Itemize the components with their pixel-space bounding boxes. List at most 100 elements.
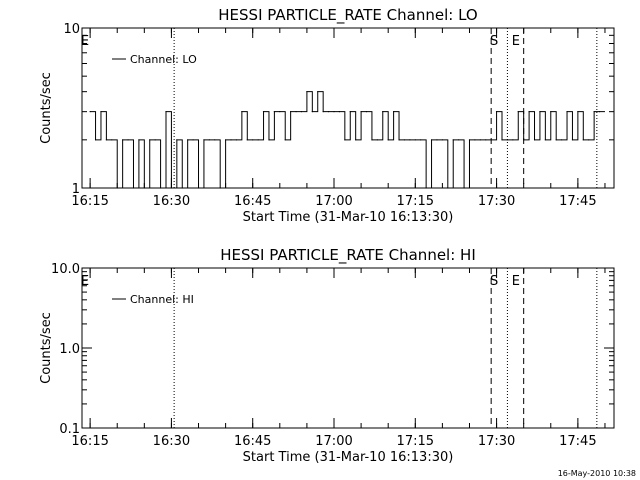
data-point — [100, 111, 102, 113]
data-point — [582, 139, 584, 141]
data-point — [268, 139, 270, 141]
x-tick-label: 17:30 — [478, 434, 515, 449]
data-point — [403, 139, 406, 141]
data-point — [512, 139, 514, 141]
data-point — [561, 139, 563, 141]
y-tick-label: 10 — [63, 22, 80, 37]
legend-label: Channel: LO — [130, 53, 197, 66]
x-tick-label: 16:30 — [153, 434, 190, 449]
data-point — [593, 111, 595, 113]
data-point — [517, 111, 519, 113]
data-point — [468, 139, 471, 141]
data-point — [495, 111, 498, 113]
flare-annotation-label: E — [512, 34, 520, 49]
data-point — [111, 139, 113, 141]
x-tick-label: 17:45 — [559, 434, 596, 449]
x-tick-label: 16:15 — [71, 194, 108, 209]
data-point — [230, 139, 232, 141]
data-point — [257, 139, 259, 141]
x-tick-label: 16:45 — [234, 194, 271, 209]
data-point — [398, 139, 400, 141]
data-point — [235, 139, 238, 141]
data-point — [246, 139, 248, 141]
data-point — [192, 139, 194, 141]
y-axis-label: Counts/sec — [39, 312, 54, 384]
series-line-channel — [90, 91, 605, 188]
data-point — [598, 111, 601, 113]
data-point — [252, 139, 254, 141]
y-tick-label: 1 — [72, 182, 80, 197]
data-point — [197, 187, 200, 189]
data-point — [577, 111, 579, 113]
data-point — [295, 111, 297, 113]
data-point — [539, 111, 541, 113]
data-point — [290, 111, 292, 113]
flare-annotation-label: S — [490, 34, 498, 49]
data-point — [420, 139, 422, 141]
plot-frame — [81, 27, 615, 189]
data-point — [382, 111, 384, 113]
data-point — [154, 139, 156, 141]
data-point — [355, 139, 357, 141]
data-point — [338, 111, 341, 113]
data-point — [214, 139, 216, 141]
y-tick-label: 0.1 — [59, 422, 80, 437]
flare-annotation-label: E — [81, 274, 89, 289]
data-point — [371, 139, 373, 141]
data-point — [273, 111, 275, 113]
data-point — [571, 139, 574, 141]
data-point — [225, 139, 227, 141]
y-tick-label: 10.0 — [51, 262, 80, 277]
data-point — [176, 139, 178, 141]
x-tick-label: 17:30 — [478, 194, 515, 209]
data-point — [523, 139, 525, 141]
data-point — [327, 111, 330, 113]
data-point — [203, 139, 205, 141]
data-point — [452, 139, 454, 141]
data-point — [170, 187, 173, 189]
data-point — [116, 187, 118, 189]
data-point — [490, 139, 492, 141]
data-point — [441, 139, 443, 141]
data-point — [485, 139, 487, 141]
x-tick-label: 17:00 — [315, 434, 352, 449]
data-point — [279, 111, 281, 113]
data-point — [376, 139, 378, 141]
data-point — [89, 111, 91, 113]
data-point — [132, 187, 135, 189]
data-point — [344, 139, 346, 141]
x-axis-label: Start Time (31-Mar-10 16:13:30) — [243, 210, 454, 225]
chart-title: HESSI PARTICLE_RATE Channel: LO — [218, 6, 477, 25]
data-point — [317, 91, 319, 93]
data-point — [447, 187, 449, 189]
data-point — [322, 111, 324, 113]
data-point — [474, 139, 476, 141]
chart-title: HESSI PARTICLE_RATE Channel: HI — [220, 246, 476, 265]
data-point — [393, 111, 395, 113]
flare-annotation-label: E — [81, 34, 89, 49]
data-point — [533, 139, 536, 141]
data-point — [409, 139, 411, 141]
data-point — [149, 139, 151, 141]
data-point — [105, 139, 107, 141]
data-point — [360, 111, 362, 113]
data-point — [333, 111, 335, 113]
data-point — [555, 139, 557, 141]
data-point — [300, 111, 303, 113]
data-point — [566, 111, 568, 113]
y-tick-label: 1.0 — [59, 342, 80, 357]
data-point — [365, 111, 368, 113]
data-point — [138, 139, 140, 141]
data-point — [127, 139, 129, 141]
data-point — [241, 111, 243, 113]
data-point — [544, 139, 546, 141]
x-tick-label: 17:45 — [559, 194, 596, 209]
x-tick-label: 17:15 — [397, 194, 434, 209]
footer-timestamp: 16-May-2010 10:38 — [558, 469, 636, 478]
data-point — [284, 139, 286, 141]
data-point — [187, 139, 189, 141]
data-point — [262, 111, 265, 113]
data-point — [458, 139, 460, 141]
